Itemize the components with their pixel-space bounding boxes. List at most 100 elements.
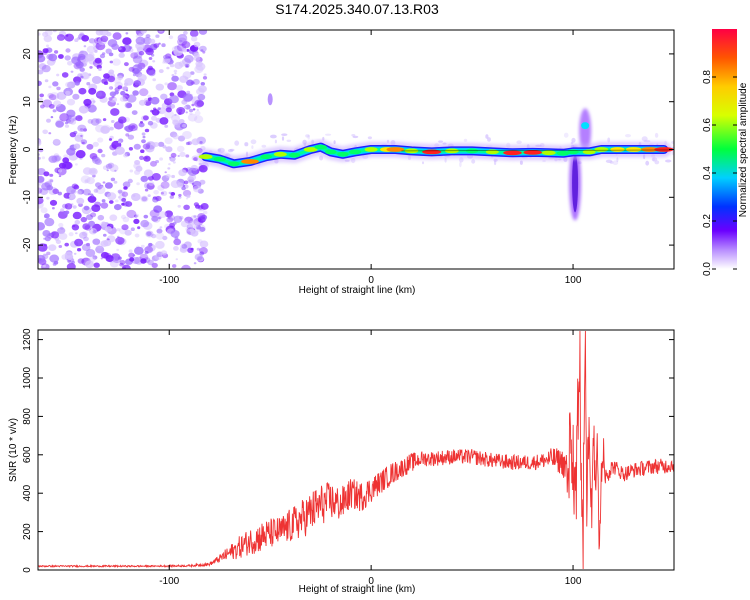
noise-speckle-dot	[147, 259, 154, 266]
noise-speckle-dot	[133, 218, 140, 224]
noise-speckle-dot	[74, 38, 79, 42]
noise-speckle-dot	[157, 184, 165, 191]
noise-speckle-dot	[109, 223, 114, 227]
noise-speckle-dot	[186, 90, 191, 94]
noise-speckle-dot	[109, 91, 117, 97]
noise-speckle-dot	[652, 158, 655, 162]
noise-speckle-dot	[117, 75, 123, 81]
noise-speckle-dot	[88, 220, 96, 227]
noise-speckle-dot	[153, 142, 159, 147]
ridge-hotspot	[386, 147, 405, 152]
noise-speckle-dot	[118, 46, 126, 53]
noise-speckle-dot	[38, 69, 44, 75]
noise-speckle-dot	[86, 177, 95, 185]
noise-speckle-dot	[261, 144, 267, 148]
noise-speckle-dot	[68, 193, 75, 199]
noise-speckle-dot	[143, 155, 151, 162]
noise-speckle-dot	[185, 111, 188, 114]
ridge-hotspot	[610, 147, 625, 152]
noise-speckle-dot	[83, 45, 87, 48]
noise-speckle-dot	[72, 211, 82, 220]
noise-speckle-dot	[160, 250, 168, 256]
noise-speckle-dot	[147, 120, 154, 126]
noise-speckle-dot	[177, 204, 181, 208]
noise-speckle-dot	[86, 82, 91, 86]
noise-speckle-dot	[43, 35, 52, 43]
chart-title: S174.2025.340.07.13.R03	[275, 1, 439, 17]
ridge-hotspot	[582, 149, 596, 155]
noise-speckle-dot	[172, 161, 176, 164]
noise-speckle-dot	[651, 157, 658, 162]
noise-speckle-dot	[134, 246, 144, 255]
ridge-hotspot	[348, 149, 362, 155]
noise-speckle-dot	[148, 70, 156, 77]
noise-speckle-dot	[38, 63, 47, 70]
spectrogram-xtick-label: 0	[368, 275, 374, 286]
noise-speckle-dot	[117, 189, 123, 194]
noise-speckle-dot	[42, 31, 49, 37]
ridge-hotspot	[325, 149, 337, 155]
noise-speckle-dot	[133, 143, 141, 150]
noise-speckle-dot	[180, 220, 189, 228]
noise-speckle-dot	[325, 133, 332, 136]
spectrogram-ylabel: Frequency (Hz)	[8, 116, 19, 185]
noise-speckle-dot	[86, 214, 93, 221]
noise-speckle-dot	[104, 226, 112, 233]
noise-speckle-dot	[112, 93, 115, 96]
noise-speckle-dot	[168, 35, 174, 40]
noise-speckle-dot	[196, 255, 204, 262]
noise-speckle-dot	[89, 153, 98, 160]
noise-speckle-dot	[67, 61, 73, 66]
noise-speckle-dot	[42, 230, 51, 237]
ridge-hotspot	[567, 149, 579, 155]
noise-speckle-dot	[138, 122, 145, 128]
noise-speckle-dot	[171, 114, 180, 122]
noise-speckle-dot	[198, 30, 208, 35]
noise-speckle-dot	[92, 156, 101, 164]
noise-speckle-dot	[128, 249, 133, 253]
noise-speckle-dot	[160, 190, 168, 196]
noise-speckle-dot	[69, 119, 77, 125]
noise-speckle-dot	[52, 81, 59, 87]
noise-speckle-dot	[49, 179, 54, 183]
noise-speckle-dot	[125, 133, 130, 137]
noise-speckle-dot	[178, 196, 182, 199]
noise-speckle-dot	[155, 195, 162, 202]
noise-speckle-dot	[202, 76, 208, 80]
noise-speckle-dot	[189, 228, 195, 233]
noise-speckle-dot	[189, 30, 199, 37]
noise-speckle-dot	[177, 155, 180, 157]
noise-speckle-dot	[132, 90, 139, 96]
noise-speckle-dot	[160, 191, 164, 195]
amplitude-colorbar: 0.0 0.2 0.4 0.6 0.8 Normalized spectral ampl…	[702, 29, 749, 276]
ridge-hotspot	[337, 151, 349, 157]
noise-speckle-dot	[147, 142, 151, 146]
noise-speckle-dot	[191, 138, 200, 146]
noise-speckle-dot	[166, 216, 174, 223]
ridge-hotspot	[198, 154, 213, 160]
noise-speckle-dot	[101, 153, 106, 158]
noise-speckle-dot	[109, 200, 114, 204]
noise-speckle	[38, 30, 674, 269]
noise-speckle-dot	[109, 144, 117, 151]
noise-speckle-dot	[281, 136, 285, 141]
noise-speckle-dot	[286, 139, 292, 142]
noise-speckle-dot	[139, 253, 149, 262]
snr-ytick-label: 1000	[22, 366, 33, 389]
noise-speckle-dot	[48, 85, 52, 89]
ridge-hotspot	[364, 147, 378, 152]
colorbar-tick-label: 0.4	[702, 166, 713, 180]
noise-speckle-dot	[147, 194, 151, 198]
noise-speckle-dot	[182, 48, 188, 53]
noise-speckle-dot	[41, 64, 51, 73]
noise-speckle-dot	[195, 62, 206, 71]
colorbar-tick-label: 0.0	[702, 262, 713, 276]
colorbar-label: Normalized spectral amplitude	[738, 82, 749, 217]
ridge-hotspot	[228, 161, 240, 167]
noise-speckle-dot	[191, 36, 198, 42]
noise-speckle-dot	[185, 154, 190, 158]
noise-speckle-dot	[161, 43, 166, 48]
noise-speckle-dot	[171, 174, 176, 179]
noise-speckle-dot	[83, 128, 87, 132]
